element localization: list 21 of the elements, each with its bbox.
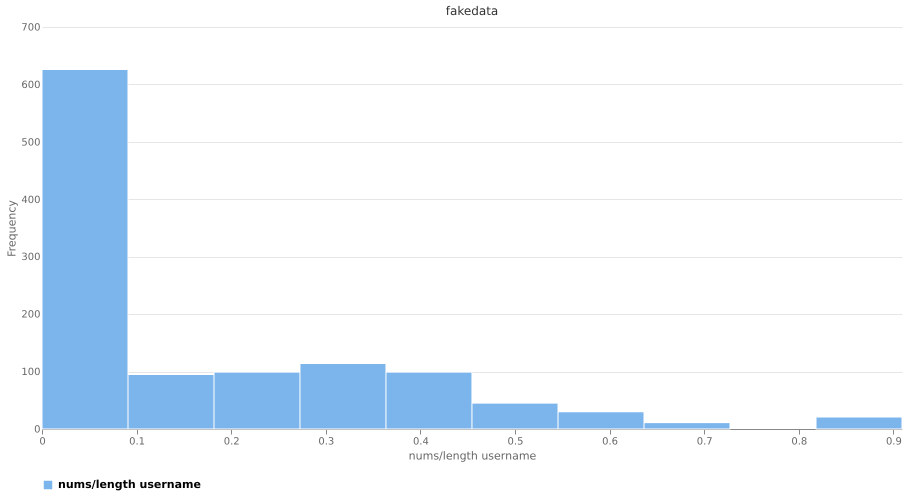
legend-label: nums/length username	[58, 478, 201, 491]
x-tick-label: 0.2	[224, 436, 240, 448]
x-tick-label: 0.9	[886, 436, 902, 448]
x-tick-label: 0.5	[508, 436, 524, 448]
y-tick-label: 700	[21, 22, 40, 34]
y-tick-label: 100	[21, 367, 40, 378]
chart-title: fakedata	[446, 4, 498, 18]
x-tick-label: 0.3	[318, 436, 334, 448]
x-tick-label: 0.1	[129, 436, 146, 448]
x-axis-title: nums/length username	[408, 450, 537, 462]
x-tick-label: 0.7	[696, 436, 713, 448]
x-tick-label: 0.6	[602, 436, 618, 448]
y-tick-label: 300	[21, 252, 40, 264]
y-axis-title: Frequency	[5, 200, 18, 257]
y-tick-label: 500	[21, 137, 40, 148]
y-tick-label: 400	[21, 194, 40, 206]
x-tick-label: 0.8	[791, 436, 808, 448]
y-tick-label: 200	[21, 310, 40, 321]
y-tick-label: 0	[34, 424, 40, 436]
x-tick-label: 0.4	[412, 436, 429, 448]
y-tick-label: 600	[21, 80, 40, 91]
